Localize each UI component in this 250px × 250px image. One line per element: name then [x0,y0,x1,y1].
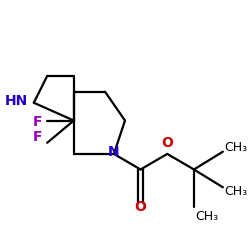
Text: F: F [33,115,43,129]
Text: F: F [33,130,43,144]
Text: N: N [108,145,120,159]
Text: CH₃: CH₃ [224,185,247,198]
Text: CH₃: CH₃ [195,210,218,223]
Text: O: O [135,200,146,214]
Text: CH₃: CH₃ [224,141,247,154]
Text: O: O [161,136,173,150]
Text: HN: HN [5,94,28,108]
